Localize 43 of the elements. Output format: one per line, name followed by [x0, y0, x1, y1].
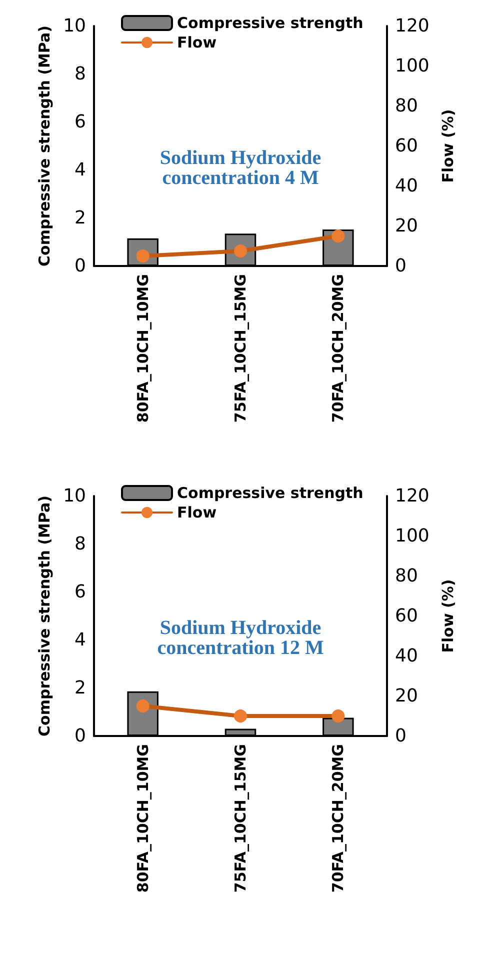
- y-tick-label: 6: [74, 582, 86, 602]
- y-tick-label: 6: [74, 112, 86, 132]
- point: [332, 230, 345, 242]
- y2-axis-title: Flow (%): [438, 109, 457, 183]
- y-tick-label: 8: [74, 534, 86, 554]
- y2-tick-label: 0: [395, 256, 406, 276]
- y2-tick-label: 60: [395, 136, 418, 156]
- y-tick-label: 2: [74, 208, 86, 228]
- y2-axis-title: Flow (%): [438, 579, 457, 653]
- y-tick-label: 8: [74, 64, 86, 84]
- legend-label: Compressive strength: [177, 484, 364, 502]
- y2-tick-label: 60: [395, 606, 418, 626]
- x-tick-label: 75FA_10CH_15MG: [232, 744, 250, 893]
- x-tick-label: 75FA_10CH_15MG: [232, 274, 250, 423]
- y-axis-title: Compressive strength (MPa): [36, 496, 54, 736]
- annotation: Sodium Hydroxide concentration 4 M: [160, 147, 322, 189]
- x-tick-label: 70FA_10CH_20MG: [329, 744, 348, 893]
- y-tick-label: 0: [74, 256, 86, 276]
- y-tick-label: 10: [63, 486, 86, 506]
- y2-tick-label: 100: [395, 526, 430, 546]
- legend-label: Compressive strength: [177, 14, 364, 32]
- annotation: Sodium Hydroxide concentration 12 M: [157, 617, 324, 659]
- y-tick-label: 10: [63, 16, 86, 36]
- x-tick-label: 80FA_10CH_10MG: [134, 744, 152, 893]
- y-tick-label: 0: [74, 726, 86, 746]
- y-tick-label: 4: [74, 160, 86, 180]
- x-tick-label: 70FA_10CH_20MG: [329, 274, 348, 423]
- y2-tick-label: 20: [395, 686, 418, 706]
- y2-tick-label: 0: [395, 726, 406, 746]
- legend-label: Flow: [177, 504, 217, 522]
- y2-tick-label: 120: [395, 16, 430, 36]
- y-tick-label: 2: [74, 678, 86, 698]
- x-tick-label: 80FA_10CH_10MG: [134, 274, 152, 423]
- y2-tick-label: 40: [395, 646, 418, 666]
- y-axis-title: Compressive strength (MPa): [36, 26, 54, 266]
- y2-tick-label: 20: [395, 216, 418, 236]
- y2-tick-label: 100: [395, 56, 430, 76]
- y2-tick-label: 80: [395, 566, 418, 586]
- y2-tick-label: 40: [395, 176, 418, 196]
- legend-label: Flow: [177, 34, 217, 52]
- y2-tick-label: 120: [395, 486, 430, 506]
- y2-tick-label: 80: [395, 96, 418, 116]
- y-tick-label: 4: [74, 630, 86, 650]
